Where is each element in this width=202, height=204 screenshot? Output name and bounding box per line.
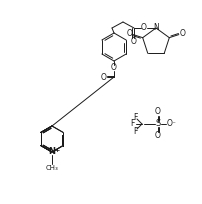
Text: O: O xyxy=(179,29,185,38)
Text: N: N xyxy=(152,23,158,32)
Text: F: F xyxy=(132,126,137,135)
Text: +: + xyxy=(54,147,59,153)
Text: F: F xyxy=(132,112,137,122)
Text: CH₃: CH₃ xyxy=(45,165,58,171)
Text: F: F xyxy=(129,120,134,129)
Text: O: O xyxy=(154,108,160,116)
Text: O: O xyxy=(101,72,106,82)
Text: O: O xyxy=(140,23,146,32)
Text: O: O xyxy=(130,38,136,47)
Text: S: S xyxy=(155,120,160,129)
Text: N: N xyxy=(48,147,55,156)
Text: O: O xyxy=(154,132,160,141)
Text: O: O xyxy=(126,29,132,38)
Text: O: O xyxy=(110,63,116,72)
Text: O⁻: O⁻ xyxy=(166,120,176,129)
